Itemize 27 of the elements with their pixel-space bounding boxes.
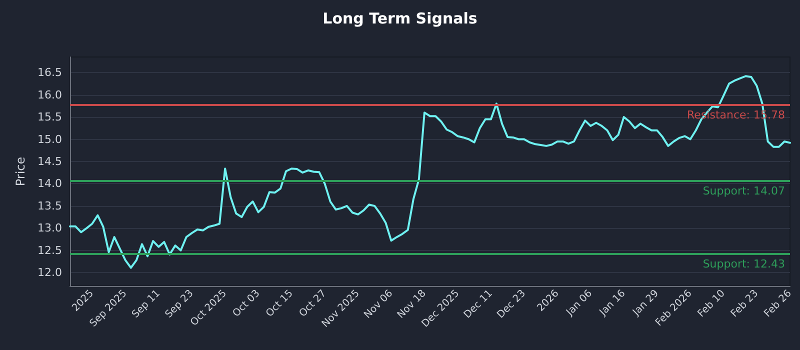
y-tick-label: 16.5 <box>38 66 62 80</box>
chart-title: Long Term Signals <box>322 10 478 28</box>
y-tick-label: 13.5 <box>38 199 62 212</box>
y-tick-label: 16.0 <box>38 88 62 102</box>
x-tick-label: Jan 16 <box>597 288 628 319</box>
y-tick-label: 12.5 <box>38 244 62 257</box>
x-tick-label: Feb 10 <box>696 288 728 320</box>
y-tick-label: 14.5 <box>38 154 62 168</box>
y-axis-title: Price <box>14 156 28 186</box>
ref-line-label: Support: 14.07 <box>702 184 785 198</box>
y-tick-label: 12.0 <box>38 266 62 280</box>
x-tick-label: Feb 23 <box>729 288 761 320</box>
ref-line-label: Support: 12.43 <box>702 258 785 271</box>
x-tick-label: Jan 29 <box>630 288 661 319</box>
x-tick-label: Feb 26 <box>762 288 794 320</box>
y-tick-label: 15.0 <box>38 132 62 146</box>
y-tick-label: 15.5 <box>38 110 62 124</box>
x-tick-label: Dec 23 <box>495 288 528 321</box>
line-series <box>69 75 791 269</box>
x-tick-label: Jan 06 <box>564 288 595 319</box>
y-tick-label: 13.0 <box>38 222 62 235</box>
x-tick-label: Nov 06 <box>362 288 396 321</box>
y-tick-label: 14.0 <box>38 177 62 190</box>
x-tick-label: Sep 11 <box>130 288 163 320</box>
x-tick-label: Oct 15 <box>264 288 296 320</box>
x-tick-label: Oct 03 <box>230 288 262 320</box>
x-tick-label: Dec 11 <box>462 288 495 321</box>
